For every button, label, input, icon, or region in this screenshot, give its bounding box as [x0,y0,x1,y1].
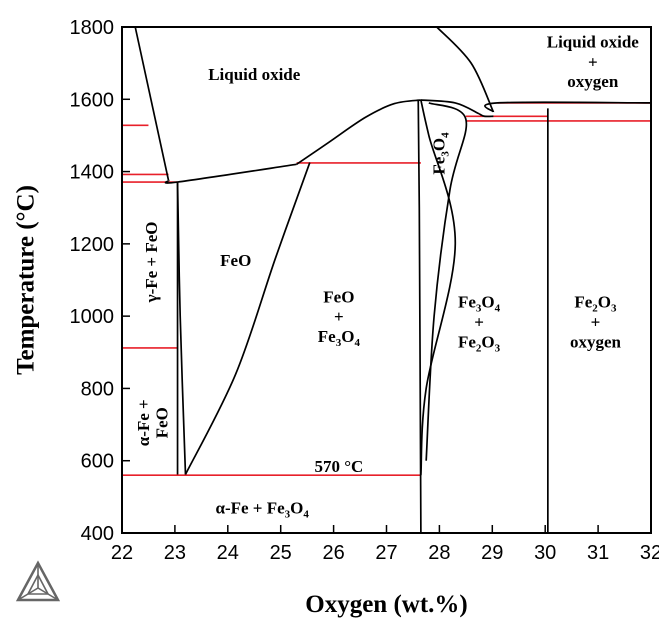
boundary-liquidus-fe3o4-right [420,99,480,115]
boundary-feo-left-solvus [176,182,187,475]
x-tick-label: 22 [111,542,133,564]
y-tick-label: 600 [81,451,114,473]
region-label: + [591,313,601,332]
region-label: FeO [153,407,172,438]
x-tick-label: 32 [640,542,659,564]
region-label: oxygen [567,72,619,91]
thermo-calc-logo [15,560,61,602]
region-label: FeO [220,251,251,270]
axis-ticks: 22 23 24 25 26 27 28 29 30 31 32 400 600 800 1000 1200 1… [70,17,659,564]
x-axis-title: Oxygen (wt.%) [305,591,467,618]
boundary-magnetite-hematite-top [484,101,652,113]
y-tick-label: 1200 [70,234,115,256]
region-label: 570 °C [314,457,363,476]
region-label: oxygen [570,332,622,351]
y-tick-label: 1000 [70,306,115,328]
x-tick-label: 27 [375,542,397,564]
phase-boundaries [134,26,652,534]
region-label: Fe2O3​ [458,332,501,354]
boundary-fe3o4-right-solvus [420,99,457,476]
region-label: Liquid oxide [208,65,301,84]
boundary-liquidus-left [134,26,170,181]
region-label: Fe3O4​ [458,293,501,315]
region-label: Fe3O4​ [429,132,451,175]
x-tick-label: 28 [428,542,450,564]
isotherm-lines [122,102,651,476]
y-tick-label: 1600 [70,89,115,111]
y-tick-label: 400 [81,523,114,545]
x-tick-label: 23 [164,542,186,564]
x-tick-label: 26 [322,542,344,564]
y-tick-label: 1800 [70,17,115,39]
boundary-liquidus-hematite [436,26,495,113]
x-tick-label: 29 [481,542,503,564]
y-tick-label: 800 [81,378,114,400]
region-label: Liquid oxide [547,32,640,51]
region-label: α-Fe + Fe3O4​ [215,499,309,521]
region-label: α-Fe + [134,399,153,446]
x-tick-label: 31 [587,542,609,564]
x-tick-label: 30 [534,542,556,564]
y-axis-title: Temperature (°C) [13,185,40,375]
boundary-liquid-feo-solidus [164,163,297,184]
boundary-feo-right-solvus [184,162,311,475]
region-label: FeO [323,287,354,306]
region-label: + [474,313,484,332]
region-label: + [588,52,598,71]
boundary-fe3o4-dome-tip [478,112,494,118]
boundary-fe3o4-dome-right [425,102,468,461]
region-label: γ-Fe + FeO [142,221,161,303]
boundary-liquidus-feo-fe3o4 [296,99,421,166]
x-tick-label: 25 [270,542,292,564]
region-label: + [334,307,344,326]
x-tick-label: 24 [217,542,239,564]
region-label: Fe3O4​ [318,327,361,349]
region-label: Fe2O3​ [574,293,617,315]
y-tick-label: 1400 [70,162,115,184]
